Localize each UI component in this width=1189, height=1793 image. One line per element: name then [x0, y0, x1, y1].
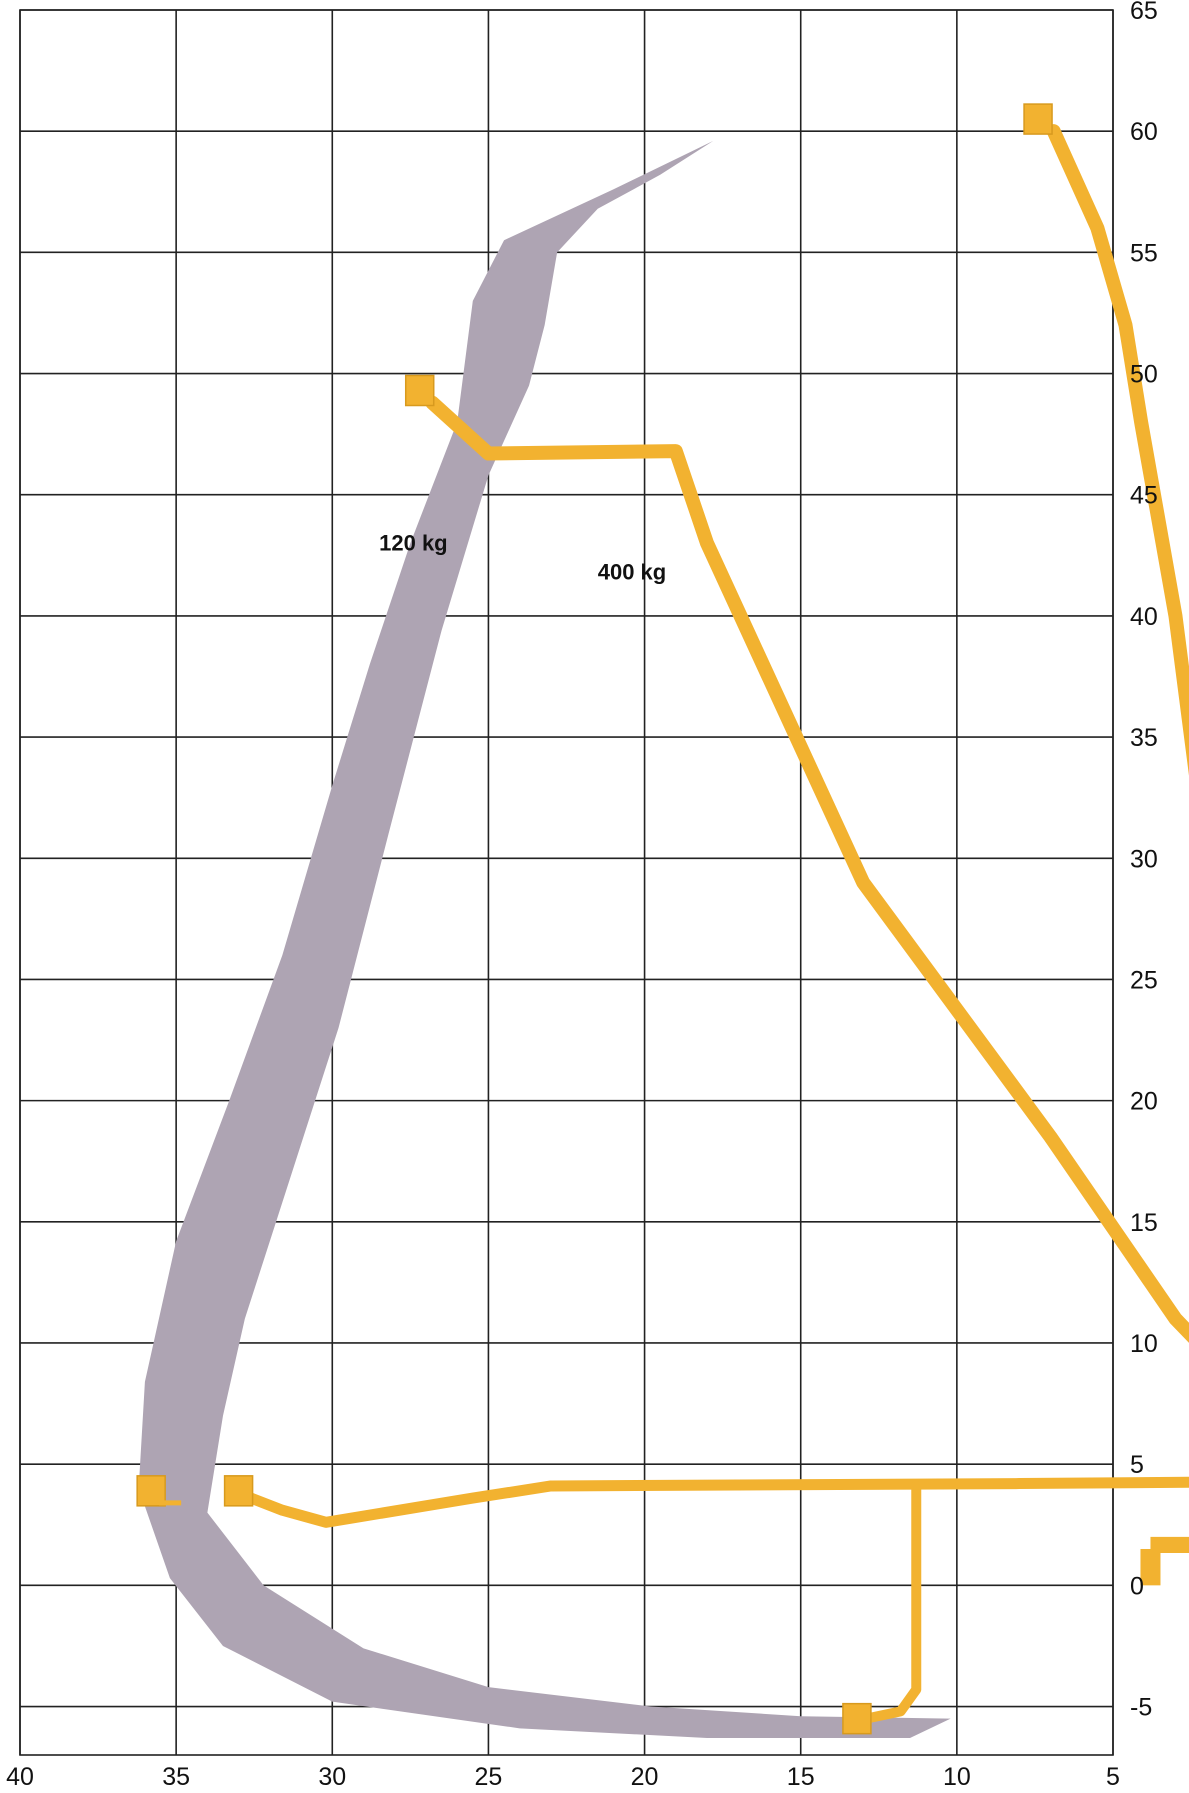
- x-tick-label: 25: [475, 1763, 503, 1791]
- boom-below-grade: [861, 1480, 922, 1724]
- boom-max-height: [1046, 124, 1189, 776]
- load-label-120kg: 120 kg: [379, 530, 448, 555]
- x-tick-label: 20: [631, 1763, 659, 1791]
- y-tick-label: -5: [1130, 1694, 1152, 1722]
- load-labels: 120 kg 400 kg: [379, 530, 666, 584]
- y-tick-label: 10: [1130, 1330, 1158, 1358]
- reach-envelope: [138, 140, 951, 1739]
- basket-max-height: [1023, 103, 1053, 135]
- basket-below-grade: [842, 1702, 872, 1735]
- x-tick-label: 40: [6, 1763, 34, 1791]
- boom-max-outreach-low: [233, 1476, 1189, 1528]
- chassis: [1140, 1536, 1189, 1586]
- basket-max-outreach-low: [223, 1475, 254, 1507]
- x-axis-ticks: 40353025201510505m: [6, 1763, 1120, 1791]
- y-tick-label: 55: [1130, 239, 1158, 267]
- load-label-400kg: 400 kg: [598, 560, 667, 585]
- x-tick-label: 10: [943, 1763, 971, 1791]
- y-tick-label: 15: [1130, 1209, 1158, 1237]
- chassis-beam: [1150, 1536, 1189, 1553]
- y-tick-label: 50: [1130, 361, 1158, 389]
- y-tick-label: 60: [1130, 118, 1158, 146]
- y-tick-label: 30: [1130, 845, 1158, 873]
- x-tick-label: 5: [1106, 1763, 1120, 1791]
- y-tick-label: 65: [1130, 0, 1158, 25]
- basket-max-reach: [136, 1475, 166, 1507]
- y-tick-label: 35: [1130, 724, 1158, 752]
- x-tick-label: 35: [162, 1763, 190, 1791]
- y-tick-label: 0: [1130, 1572, 1144, 1600]
- x-tick-label: 15: [787, 1763, 815, 1791]
- envelope-120-kg: [138, 140, 951, 1739]
- y-tick-label: 25: [1130, 966, 1158, 994]
- boom-max-outreach-high: [425, 395, 1189, 1343]
- y-tick-label: 20: [1130, 1088, 1158, 1116]
- boom-positions: [136, 103, 1189, 1735]
- outrigger-leg: [1140, 1548, 1161, 1586]
- y-tick-label: 5: [1130, 1451, 1144, 1479]
- grid: [19, 9, 1114, 1756]
- basket-max-outreach-high: [404, 374, 435, 407]
- x-tick-label: 30: [318, 1763, 346, 1791]
- y-tick-label: 40: [1130, 603, 1158, 631]
- plot-frame: [19, 9, 1114, 1756]
- y-tick-label: 45: [1130, 482, 1158, 510]
